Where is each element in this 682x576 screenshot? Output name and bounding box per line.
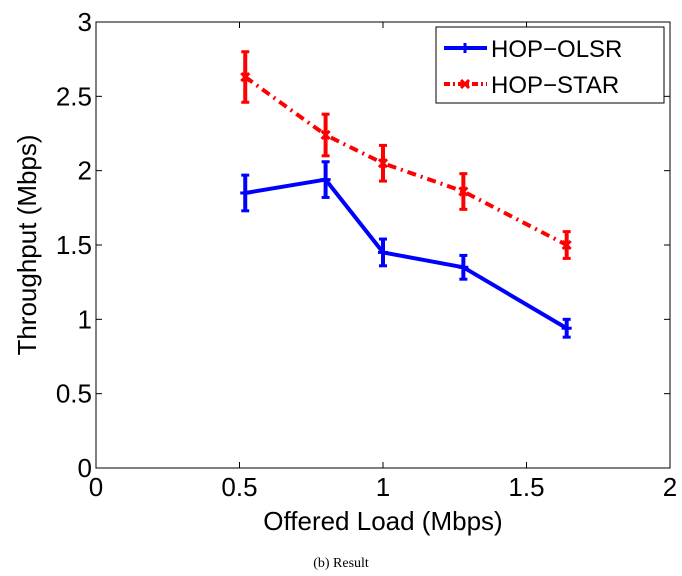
data-point [377, 158, 389, 169]
data-point [320, 174, 331, 185]
y-tick-label: 1.5 [56, 230, 92, 260]
y-tick-label: 2 [78, 156, 92, 186]
y-tick-label: 3 [78, 7, 92, 37]
y-tick-label: 2.5 [56, 81, 92, 111]
y-tick-label: 0 [78, 453, 92, 483]
legend-marker [459, 78, 471, 90]
legend: HOP−OLSR HOP−STAR [435, 26, 665, 104]
x-tick-label: 2 [663, 472, 677, 502]
data-point [458, 186, 469, 197]
x-tick-label: 0.5 [221, 472, 257, 502]
legend-marker [460, 43, 470, 53]
x-axis-label: Offered Load (Mbps) [263, 506, 502, 536]
x-tick-label: 0 [89, 472, 103, 502]
series-line [244, 75, 568, 247]
series-2 [240, 50, 572, 260]
data-point [458, 262, 469, 273]
data-point [240, 71, 251, 83]
x-tick-label: 1 [376, 472, 390, 502]
x-tick-label: 1.5 [508, 472, 544, 502]
y-tick-label: 0.5 [56, 379, 92, 409]
legend-item: HOP−OLSR [444, 36, 622, 63]
x-ticks: 0 0.5 1 1.5 2 [89, 22, 677, 502]
y-axis-label: Throughput (Mbps) [12, 134, 42, 355]
series-1 [240, 160, 572, 339]
data-point [561, 239, 572, 251]
data-point [561, 323, 572, 334]
legend-label: HOP−OLSR [491, 36, 622, 63]
y-ticks: 0 0.5 1 1.5 2 2.5 3 [56, 7, 670, 483]
series-layer [240, 50, 572, 339]
data-point [378, 247, 388, 258]
legend-item: HOP−STAR [444, 72, 619, 99]
data-point [240, 187, 251, 198]
legend-box [435, 26, 665, 104]
y-tick-label: 1 [78, 304, 92, 334]
figure-caption: (b) Result [313, 556, 369, 571]
legend-label: HOP−STAR [491, 72, 619, 99]
data-point [320, 129, 331, 141]
